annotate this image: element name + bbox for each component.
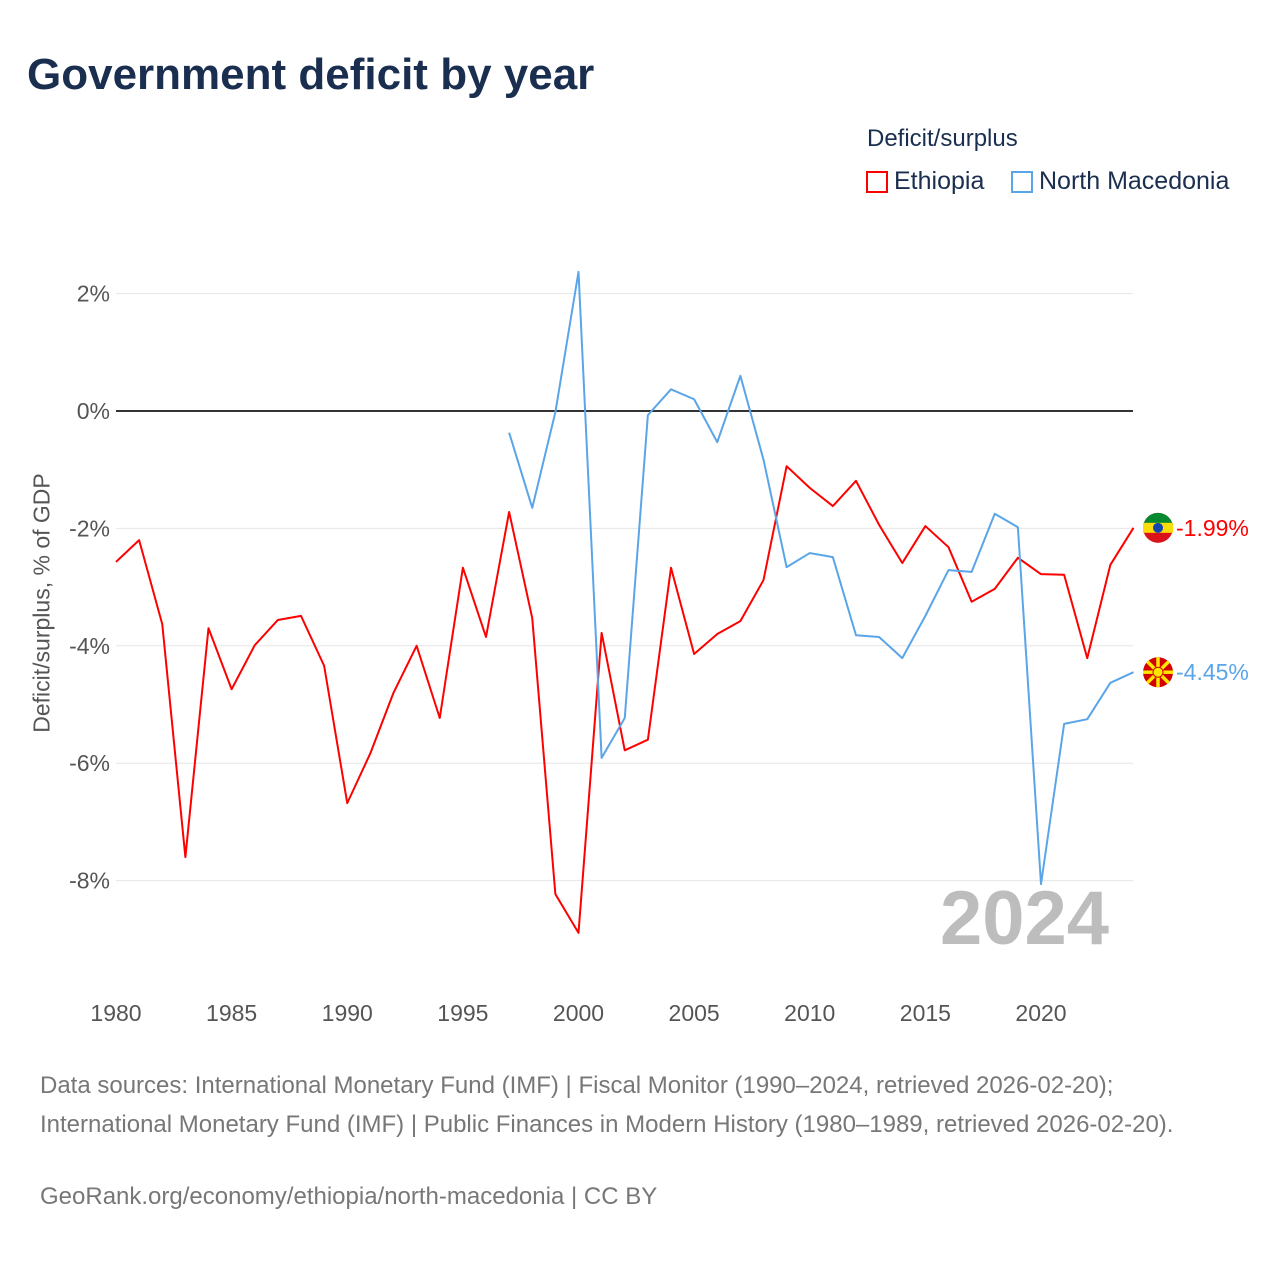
y-tick-label: -2% xyxy=(69,515,110,541)
legend-label: Ethiopia xyxy=(894,167,985,195)
data-sources: Data sources: International Monetary Fun… xyxy=(40,1072,1174,1138)
legend-swatch xyxy=(866,170,888,193)
legend-title: Deficit/surplus xyxy=(867,125,1018,152)
x-tick-label: 1985 xyxy=(206,1000,257,1026)
y-tick-label: -6% xyxy=(69,750,110,776)
x-tick-label: 2000 xyxy=(553,1000,604,1026)
series-line-north-macedonia xyxy=(508,270,1134,886)
line-chart: 2% 0% -2% -4% -6% -8% 1980 1985 1990 1995 2000 2005… xyxy=(69,270,1249,1026)
x-tick-label: 2005 xyxy=(669,1000,720,1026)
flag-emblem xyxy=(1153,522,1163,533)
x-tick-label: 2010 xyxy=(784,1000,835,1026)
y-tick-label: 2% xyxy=(77,281,110,307)
flag-sun xyxy=(1152,666,1164,678)
x-tick-label: 1980 xyxy=(90,1000,141,1026)
legend-item-north-macedonia[interactable]: North Macedonia xyxy=(1011,167,1229,196)
legend-label: North Macedonia xyxy=(1039,167,1230,195)
y-tick-label: -8% xyxy=(69,868,110,894)
legend-swatch xyxy=(1011,170,1033,193)
page-title: Government deficit by year xyxy=(27,50,595,99)
y-tick-label: 0% xyxy=(77,398,110,424)
y-tick-label: -4% xyxy=(69,633,110,659)
x-tick-label: 2020 xyxy=(1015,1000,1066,1026)
credit-link[interactable]: GeoRank.org/economy/ethiopia/north-maced… xyxy=(40,1183,658,1210)
end-value-label: -1.99% xyxy=(1176,515,1249,541)
end-value-label: -4.45% xyxy=(1176,659,1249,685)
x-tick-label: 1990 xyxy=(322,1000,373,1026)
x-tick-label: 2015 xyxy=(900,1000,951,1026)
x-tick-label: 1995 xyxy=(437,1000,488,1026)
current-year-watermark: 2024 xyxy=(940,876,1110,961)
series-line-ethiopia xyxy=(115,465,1135,934)
legend-item-ethiopia[interactable]: Ethiopia xyxy=(866,167,984,196)
